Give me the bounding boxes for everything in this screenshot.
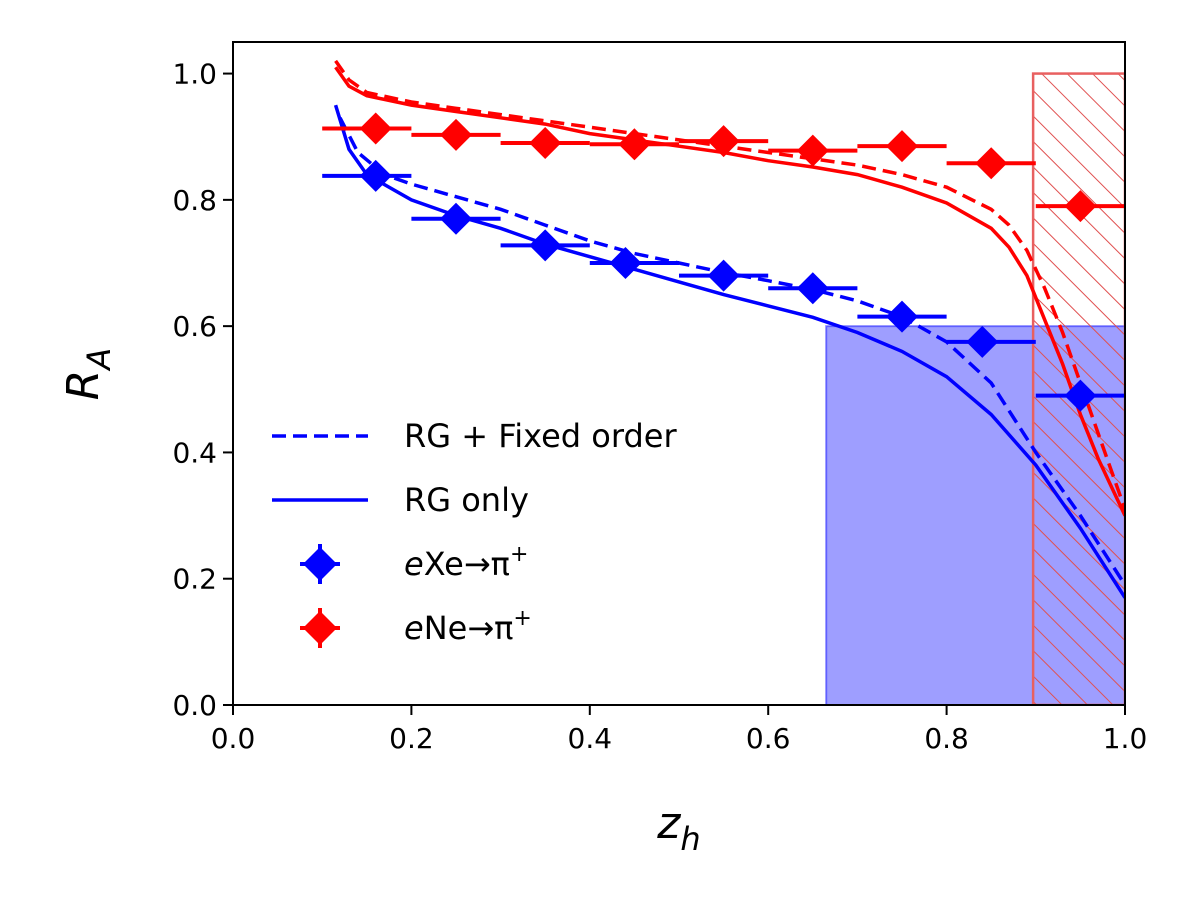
- y-tick-label: 0.8: [172, 184, 217, 217]
- data-point: [529, 127, 562, 160]
- data-point: [796, 134, 829, 167]
- legend-marker: [303, 547, 337, 581]
- x-tick-label: 0.8: [924, 722, 969, 755]
- data-point: [707, 259, 740, 292]
- x-axis-title: zh: [656, 798, 700, 858]
- plot-frame: [232, 41, 1126, 706]
- legend-marker: [303, 611, 337, 645]
- data-point: [886, 300, 918, 333]
- y-axis-ticks: 0.0 0.2 0.4 0.6 0.8 1.0: [172, 58, 233, 722]
- x-tick-label: 0.4: [568, 722, 613, 755]
- x-axis-ticks: 0.0 0.2 0.4 0.6 0.8 1.0: [211, 705, 1148, 755]
- data-point: [359, 112, 392, 145]
- data-point: [440, 118, 472, 151]
- y-tick-label: 0.4: [172, 436, 217, 469]
- data-point: [609, 247, 642, 279]
- x-tick-label: 0.6: [746, 722, 791, 755]
- curves: [333, 59, 1125, 599]
- legend-label: eXe→π+: [404, 542, 528, 583]
- legend-label: RG + Fixed order: [404, 417, 677, 455]
- legend-label: RG only: [404, 481, 529, 519]
- legend-label: eNe→π+: [404, 606, 532, 647]
- data-point: [440, 202, 472, 235]
- y-tick-label: 0.2: [172, 563, 217, 596]
- y-tick-label: 1.0: [172, 58, 217, 91]
- curve-0-dashed: [338, 116, 1125, 586]
- curve-1-solid: [333, 104, 1125, 599]
- data-point: [966, 325, 999, 358]
- data-point: [1064, 379, 1097, 412]
- y-tick-label: 0.6: [172, 310, 217, 343]
- y-axis-title: RA: [58, 348, 118, 400]
- data-point: [1064, 190, 1097, 223]
- legend: RG + Fixed order RG only eXe→π+ eNe→π+: [272, 417, 677, 648]
- data-point: [886, 130, 918, 163]
- curve-3-solid: [334, 66, 1125, 517]
- data-point: [618, 128, 651, 161]
- y-tick-label: 0.0: [172, 689, 217, 722]
- data-point: [707, 125, 740, 158]
- curve-2-dashed: [334, 59, 1125, 510]
- x-tick-label: 0.0: [211, 722, 256, 755]
- x-tick-label: 0.2: [389, 722, 434, 755]
- data-points: [322, 112, 1125, 412]
- data-point: [529, 229, 562, 262]
- data-point: [975, 147, 1008, 180]
- data-point: [359, 159, 392, 192]
- x-tick-label: 1.0: [1103, 722, 1148, 755]
- data-point: [796, 272, 829, 305]
